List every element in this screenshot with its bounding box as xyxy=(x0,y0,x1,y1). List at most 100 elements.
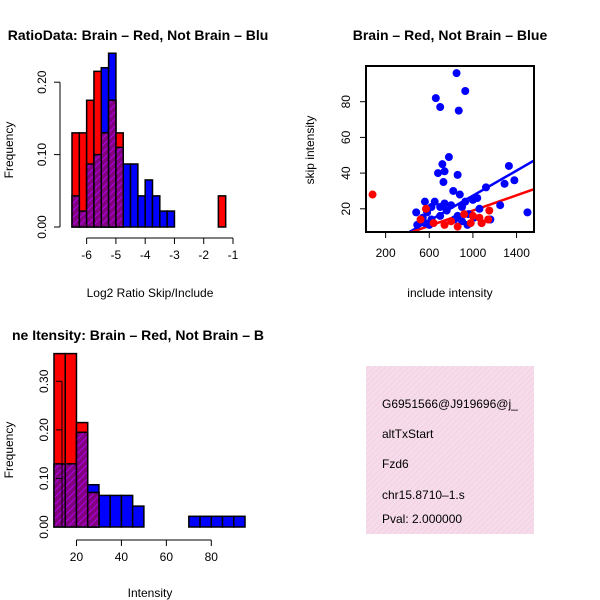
brain-point-10 xyxy=(440,220,449,229)
ratio-histogram-xlabel: Log2 Ratio Skip/Include xyxy=(87,286,214,300)
x-tick-label: 600 xyxy=(419,246,439,260)
y-tick-label: 0.30 xyxy=(37,369,51,393)
overlap-bar-1 xyxy=(64,463,78,528)
brain-point-9 xyxy=(429,219,438,228)
notbrain-bar-12 xyxy=(159,210,168,228)
brain-point-2 xyxy=(460,210,469,219)
x-tick-label: -4 xyxy=(140,248,151,262)
brain-bar-7 xyxy=(217,195,227,228)
x-tick-label: -1 xyxy=(228,248,239,262)
intensity-histogram-bars xyxy=(53,352,246,528)
x-tick-label: -3 xyxy=(169,248,180,262)
x-tick-label: -2 xyxy=(198,248,209,262)
intensity-histogram-ylabel: Frequency xyxy=(2,422,16,479)
intensity-histogram-axes: 20 40 60 80 0.00 0.10 0.20 0.30 xyxy=(37,369,218,564)
notbrain-bar-12 xyxy=(233,515,246,528)
notbrain-point-24 xyxy=(458,203,466,212)
x-tick-label: 200 xyxy=(376,246,396,260)
notbrain-point-9 xyxy=(453,170,462,179)
x-tick-label: -5 xyxy=(111,248,122,262)
brain-point-13 xyxy=(416,215,425,224)
notbrain-bar-7 xyxy=(131,505,145,528)
brain-point-3 xyxy=(468,211,477,220)
y-tick-label: 60 xyxy=(339,130,353,144)
ratio-histogram-ylabel: Frequency xyxy=(2,122,16,179)
y-tick-label: 0.00 xyxy=(37,515,51,539)
notbrain-point-7 xyxy=(440,167,449,176)
brain-point-8 xyxy=(477,219,486,228)
overlap-bar-2 xyxy=(75,431,89,528)
overlap-bar-1 xyxy=(78,210,88,228)
intensity-scatter-xlabel: include intensity xyxy=(407,286,492,300)
overlap-bar-0 xyxy=(53,463,66,528)
notbrain-point-0 xyxy=(452,69,461,78)
overlap-bar-2 xyxy=(85,163,95,228)
brain-point-1 xyxy=(422,204,430,213)
overlap-bar-6 xyxy=(115,146,124,228)
y-tick-label: 0.20 xyxy=(37,418,51,442)
info-box-background xyxy=(366,366,534,534)
intensity-scatter-panel: Brain – Red, Not Brain – Blue 200 600 1000… xyxy=(303,27,547,300)
notbrain-bar-8 xyxy=(188,515,201,528)
notbrain-point-35 xyxy=(496,201,505,210)
overlap-bar-3 xyxy=(93,153,103,228)
notbrain-point-8 xyxy=(434,169,442,178)
notbrain-bar-8 xyxy=(129,163,139,228)
notbrain-bar-13 xyxy=(166,210,176,228)
notbrain-point-5 xyxy=(444,153,453,162)
info-pval: Pval: 2.000000 xyxy=(382,512,462,526)
ratio-histogram-bars xyxy=(71,52,227,228)
notbrain-bar-10 xyxy=(144,179,154,228)
notbrain-point-21 xyxy=(420,197,429,206)
notbrain-bar-10 xyxy=(210,515,224,528)
overlap-bar-4 xyxy=(100,132,110,228)
info-location: chr15.8710–1.s xyxy=(382,488,465,502)
scatter-frame xyxy=(365,65,535,233)
notbrain-point-14 xyxy=(482,183,490,192)
notbrain-bar-6 xyxy=(120,494,134,528)
scatter-plot-area xyxy=(368,69,534,232)
y-tick-label: 40 xyxy=(339,166,353,180)
ratio-histogram-axes: -6 -5 -4 -3 -2 -1 0.00 0.10 0.20 xyxy=(35,70,239,262)
overlap-bar-0 xyxy=(71,195,81,228)
x-tick-label: 1400 xyxy=(503,246,530,260)
ratio-histogram-panel: RatioData: Brain – Red, Not Brain – Blu … xyxy=(2,27,268,300)
overlap-bar-5 xyxy=(107,99,117,228)
brain-point-5 xyxy=(484,215,493,224)
notbrain-bar-9 xyxy=(199,515,213,528)
y-tick-label: 0.10 xyxy=(37,466,51,490)
brain-point-7 xyxy=(485,206,494,215)
brain-point-12 xyxy=(466,219,475,228)
intensity-histogram-title: ne Itensity: Brain – Red, Not Brain – B xyxy=(12,327,264,343)
notbrain-point-3 xyxy=(436,103,445,112)
notbrain-point-4 xyxy=(454,106,463,115)
notbrain-point-6 xyxy=(438,160,447,169)
notbrain-bar-11 xyxy=(221,515,235,528)
notbrain-point-26 xyxy=(436,203,445,212)
notbrain-bar-4 xyxy=(98,494,111,528)
x-tick-label: 20 xyxy=(70,550,84,564)
y-tick-label: 80 xyxy=(339,95,353,109)
x-tick-label: 80 xyxy=(205,550,219,564)
notbrain-point-28 xyxy=(442,206,451,215)
ratio-histogram-title: RatioData: Brain – Red, Not Brain – Blu xyxy=(8,27,269,43)
notbrain-point-16 xyxy=(455,190,464,199)
notbrain-point-23 xyxy=(447,201,456,210)
info-gene-name: Fzd6 xyxy=(382,457,409,471)
notbrain-bar-7 xyxy=(122,163,132,228)
notbrain-bar-11 xyxy=(151,195,161,228)
notbrain-point-31 xyxy=(523,208,532,217)
intensity-scatter-plot: 200 600 1000 1400 20 40 60 80 xyxy=(339,65,535,260)
notbrain-point-27 xyxy=(475,204,484,213)
intensity-scatter-title: Brain – Red, Not Brain – Blue xyxy=(353,27,548,43)
x-tick-label: 1000 xyxy=(460,246,487,260)
brain-point-6 xyxy=(447,217,456,226)
notbrain-point-10 xyxy=(504,161,513,170)
intensity-histogram-panel: ne Itensity: Brain – Red, Not Brain – B … xyxy=(2,327,264,600)
y-tick-label: 0.10 xyxy=(35,143,49,167)
x-tick-label: -6 xyxy=(81,248,92,262)
y-tick-label: 0.20 xyxy=(35,70,49,94)
intensity-scatter-ylabel: skip intensity xyxy=(303,116,317,185)
brain-point-11 xyxy=(453,222,462,231)
